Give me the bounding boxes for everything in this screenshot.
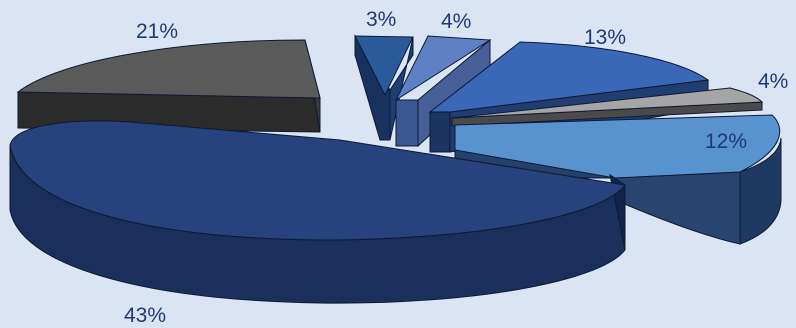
label-12-percent: 12% <box>705 130 747 153</box>
pie-slice-4-percent-gray <box>451 87 764 127</box>
label-4-percent-blue: 4% <box>441 10 471 33</box>
label-13-percent: 13% <box>584 26 626 49</box>
label-43-percent: 43% <box>124 304 166 327</box>
label-3-percent: 3% <box>366 8 396 31</box>
label-4-percent-gray: 4% <box>758 70 788 93</box>
pie-slice-43-percent <box>9 120 626 304</box>
label-21-percent: 21% <box>136 20 178 43</box>
